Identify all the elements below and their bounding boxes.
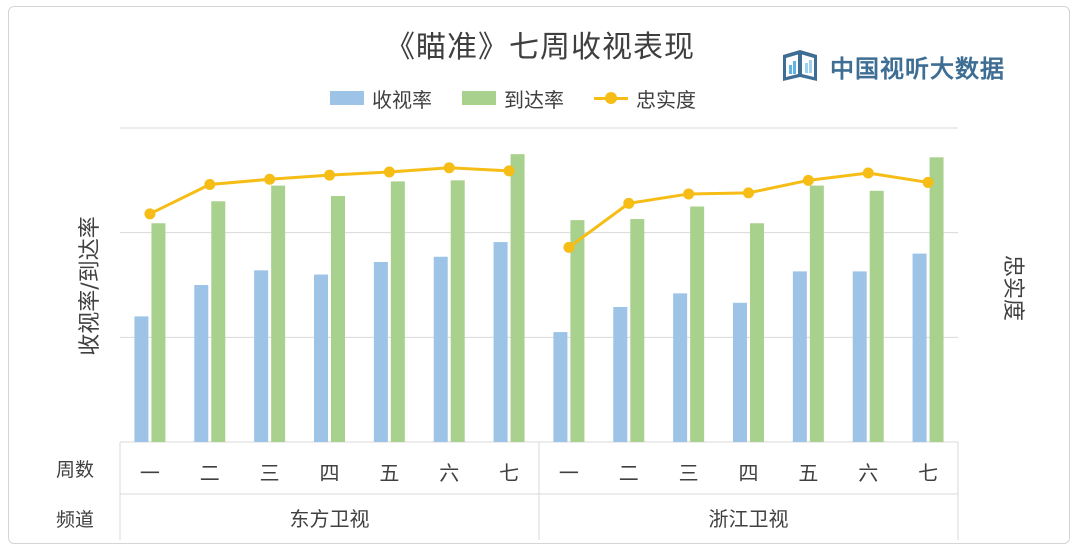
x-tick-label: 二 (619, 461, 639, 485)
bar-rating (733, 302, 747, 442)
bar-rating (553, 332, 568, 442)
bar-rating (493, 242, 508, 442)
bar-reach (271, 185, 286, 443)
legend-swatch-reach (462, 91, 496, 105)
loyalty-point (683, 188, 695, 200)
loyalty-point (383, 166, 395, 178)
bar-rating (912, 253, 927, 442)
bar-rating (134, 316, 149, 442)
channel-label: 东方卫视 (290, 507, 370, 531)
x-tick-label: 六 (439, 461, 459, 485)
loyalty-point (743, 187, 754, 199)
bar-rating (433, 256, 448, 442)
bar-reach (809, 185, 824, 443)
bar-reach (750, 223, 764, 442)
legend-item-loyalty: 忠实度 (594, 84, 696, 113)
chart-title: 《瞄准》七周收视表现 (385, 30, 695, 65)
x-tick-label: 四 (320, 461, 340, 485)
loyalty-point (802, 174, 814, 186)
bar-reach (450, 180, 465, 443)
legend-label-rating: 收视率 (372, 87, 432, 112)
brand-name: 中国视听大数据 (830, 54, 1005, 83)
x-tick-label: 七 (499, 461, 519, 485)
x-tick-label: 三 (679, 461, 699, 485)
bar-reach (211, 201, 226, 442)
bar-reach (390, 181, 405, 442)
bar-rating (613, 306, 628, 442)
loyalty-point (204, 179, 216, 191)
bar-reach (690, 206, 705, 442)
legend-label-loyalty: 忠实度 (636, 87, 696, 112)
loyalty-point (623, 197, 635, 209)
loyalty-point (922, 176, 934, 188)
x-tick-label: 一 (559, 461, 579, 485)
x-tick-label: 三 (260, 461, 280, 485)
loyalty-point (264, 173, 276, 185)
loyalty-point (443, 162, 455, 174)
legend-item-reach: 到达率 (462, 84, 564, 113)
bar-rating (852, 271, 867, 442)
legend-swatch-rating (330, 91, 364, 105)
channel-label: 浙江卫视 (709, 507, 789, 531)
brand-logo: 中国视听大数据 (780, 46, 1005, 86)
loyalty-point (862, 167, 874, 179)
x-tick-label: 五 (379, 461, 399, 485)
bar-reach (570, 220, 585, 442)
bar-reach (929, 157, 944, 442)
bar-reach (630, 219, 645, 442)
x-tick-label: 二 (200, 461, 220, 485)
row-label-week: 周数 (56, 459, 95, 481)
chart-book-logo-icon (783, 50, 817, 81)
x-tick-label: 五 (798, 461, 818, 485)
bar-reach (151, 223, 166, 442)
bar-rating (792, 271, 807, 442)
bar-rating (673, 293, 688, 442)
row-label-channel: 频道 (56, 509, 95, 531)
loyalty-point (563, 241, 575, 253)
chart-legend: 收视率 到达率 忠实度 (330, 84, 696, 112)
bar-reach (510, 154, 525, 442)
legend-swatch-loyalty (594, 91, 628, 105)
legend-label-reach: 到达率 (504, 87, 564, 112)
bar-reach (331, 196, 345, 442)
loyalty-point (324, 169, 335, 181)
legend-item-rating: 收视率 (330, 84, 432, 113)
bar-rating (373, 261, 388, 442)
x-tick-label: 七 (918, 461, 938, 485)
x-tick-label: 四 (739, 461, 759, 485)
loyalty-point (503, 165, 515, 177)
bar-rating (314, 274, 328, 442)
x-tick-label: 六 (858, 461, 878, 485)
loyalty-point (144, 208, 156, 220)
bar-rating (194, 285, 209, 442)
bar-rating (254, 270, 269, 442)
bar-reach (869, 190, 884, 442)
x-tick-label: 一 (140, 461, 160, 485)
